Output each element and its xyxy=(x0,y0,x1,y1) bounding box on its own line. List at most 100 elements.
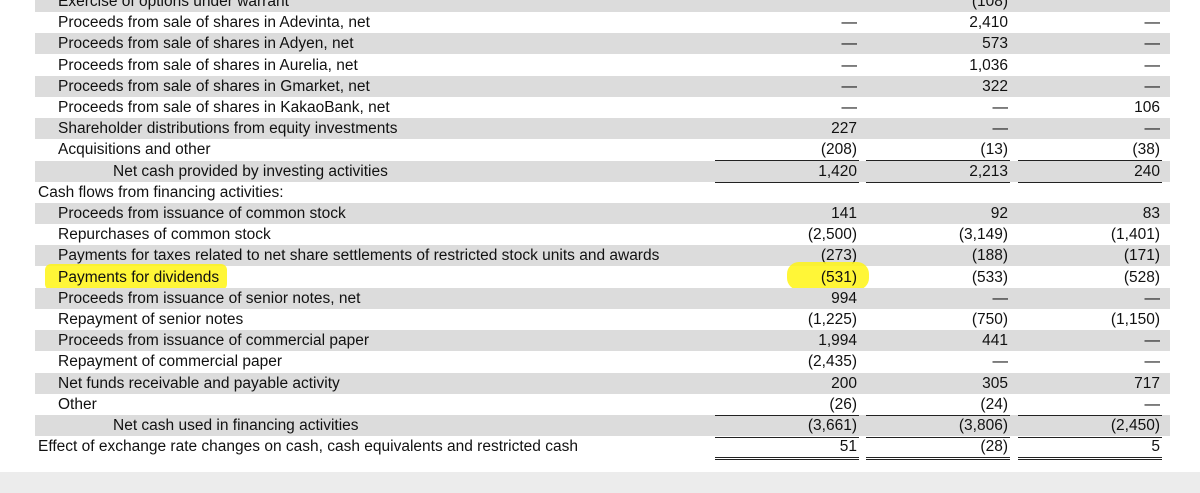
underline xyxy=(1018,457,1162,459)
cell-value: — xyxy=(992,99,1009,116)
cell-value: — xyxy=(841,56,858,74)
cell-value: — xyxy=(992,120,1009,138)
cell-value: (3,661) xyxy=(807,417,857,434)
cell-value: — xyxy=(992,289,1009,307)
underline xyxy=(715,414,859,416)
underline xyxy=(715,182,859,184)
underline xyxy=(866,436,1010,438)
cell-value: (171) xyxy=(1123,247,1160,265)
cell-value: 717 xyxy=(1134,374,1160,392)
row-label: Proceeds from sale of shares in Aurelia,… xyxy=(58,56,358,74)
row-label: Proceeds from issuance of commercial pap… xyxy=(58,332,369,350)
cell-value: 994 xyxy=(831,289,857,307)
underline xyxy=(866,414,1010,416)
cell-value: — xyxy=(1144,353,1161,371)
cell-value: (531) xyxy=(820,268,857,286)
row-label: Other xyxy=(58,395,97,413)
table-row: Net funds receivable and payable activit… xyxy=(35,372,1170,394)
cell-value: 200 xyxy=(831,374,857,392)
table-row: Proceeds from sale of shares in Aurelia,… xyxy=(35,55,1170,76)
cell-value: (13) xyxy=(980,141,1008,159)
highlight xyxy=(787,261,869,290)
table-row: Repurchases of common stock (2,500) (3,149… xyxy=(35,224,1170,245)
underline xyxy=(715,160,859,162)
cell-value: (24) xyxy=(980,395,1008,413)
cell-value: — xyxy=(841,14,858,32)
cell-value: 5 xyxy=(1151,438,1160,456)
cell-value: (528) xyxy=(1123,268,1160,286)
table-row: Proceeds from sale of shares in Gmarket,… xyxy=(35,75,1170,97)
table-row: Repayment of commercial paper (2,435) — — xyxy=(35,351,1170,372)
table-row: Proceeds from sale of shares in Adyen, n… xyxy=(35,33,1170,55)
underline xyxy=(866,457,1010,459)
underline xyxy=(715,436,859,438)
row-label: Proceeds from issuance of common stock xyxy=(58,205,346,222)
cell-value: (750) xyxy=(971,311,1008,328)
row-label: Payments for dividends xyxy=(58,268,220,286)
cell-value: (2,450) xyxy=(1110,417,1160,434)
row-label: Repayment of commercial paper xyxy=(58,353,282,371)
table-row: Shareholder distributions from equity in… xyxy=(35,118,1170,140)
underline xyxy=(715,457,859,459)
cell-value: 240 xyxy=(1134,162,1160,180)
cell-value: — xyxy=(1144,35,1161,53)
cell-value: 2,213 xyxy=(969,162,1008,180)
cell-value: — xyxy=(1144,77,1161,95)
cell-value: (273) xyxy=(820,247,857,265)
cell-value: 2,410 xyxy=(969,14,1008,32)
cell-value: (108) xyxy=(971,0,1008,10)
cell-value: (208) xyxy=(820,141,857,159)
row-label: Cash flows from financing activities: xyxy=(38,183,284,201)
table-row: Net cash provided by investing activitie… xyxy=(35,160,1170,182)
cell-value: — xyxy=(1144,56,1161,74)
cell-value: 573 xyxy=(982,35,1008,53)
cell-value: — xyxy=(1144,289,1161,307)
row-label: Repurchases of common stock xyxy=(58,226,271,244)
underline xyxy=(715,459,859,461)
row-label: Effect of exchange rate changes on cash,… xyxy=(38,438,578,456)
cell-value: (26) xyxy=(829,395,857,413)
underline xyxy=(866,160,1010,162)
cell-value: — xyxy=(841,77,858,95)
cell-value: 1,420 xyxy=(818,162,857,180)
cell-value: (1,150) xyxy=(1110,311,1160,328)
cell-value: 1,036 xyxy=(969,56,1008,74)
cell-value: (3,806) xyxy=(958,417,1008,434)
cell-value: — xyxy=(1144,120,1161,138)
cell-value: (3,149) xyxy=(958,226,1008,244)
cell-value: (1,225) xyxy=(807,311,857,328)
table-row: Net cash used in financing activities (3,… xyxy=(35,415,1170,436)
table-row: Acquisitions and other (208) (13) (38) xyxy=(35,139,1170,160)
underline xyxy=(866,459,1010,461)
cell-value: 1,994 xyxy=(818,332,857,350)
cell-value: (1,401) xyxy=(1110,226,1160,244)
page-footer-area xyxy=(0,472,1200,493)
table-row: Payments for dividends (531) (533) (528) xyxy=(35,261,1170,290)
cell-value: 227 xyxy=(831,120,857,138)
cell-value: (188) xyxy=(971,247,1008,265)
row-label: Proceeds from sale of shares in KakaoBan… xyxy=(58,99,390,116)
cell-value: (28) xyxy=(980,438,1008,456)
cell-value: — xyxy=(1144,332,1161,350)
table-row: Effect of exchange rate changes on cash,… xyxy=(35,436,1170,457)
underline xyxy=(1018,160,1162,162)
row-label: Repayment of senior notes xyxy=(58,311,244,328)
row-label: Proceeds from sale of shares in Gmarket,… xyxy=(58,77,370,95)
row-label: Acquisitions and other xyxy=(58,141,211,159)
cell-value: — xyxy=(1144,395,1161,413)
underline xyxy=(1018,182,1162,184)
cell-value: 51 xyxy=(839,438,857,456)
highlight xyxy=(45,263,227,290)
cell-value: 441 xyxy=(982,332,1008,350)
row-label: Proceeds from sale of shares in Adyen, n… xyxy=(58,35,354,53)
row-label: Net funds receivable and payable activit… xyxy=(58,374,340,392)
row-label: Shareholder distributions from equity in… xyxy=(58,120,398,138)
row-label: Net cash used in financing activities xyxy=(113,417,359,434)
cell-value: 141 xyxy=(831,205,857,222)
table-row: Proceeds from sale of shares in Adevinta… xyxy=(35,12,1170,33)
cell-value: — xyxy=(841,99,858,116)
table-row: Proceeds from issuance of common stock 14… xyxy=(35,203,1170,224)
underline xyxy=(1018,459,1162,461)
table-row: Other (26) (24) — xyxy=(35,394,1170,415)
